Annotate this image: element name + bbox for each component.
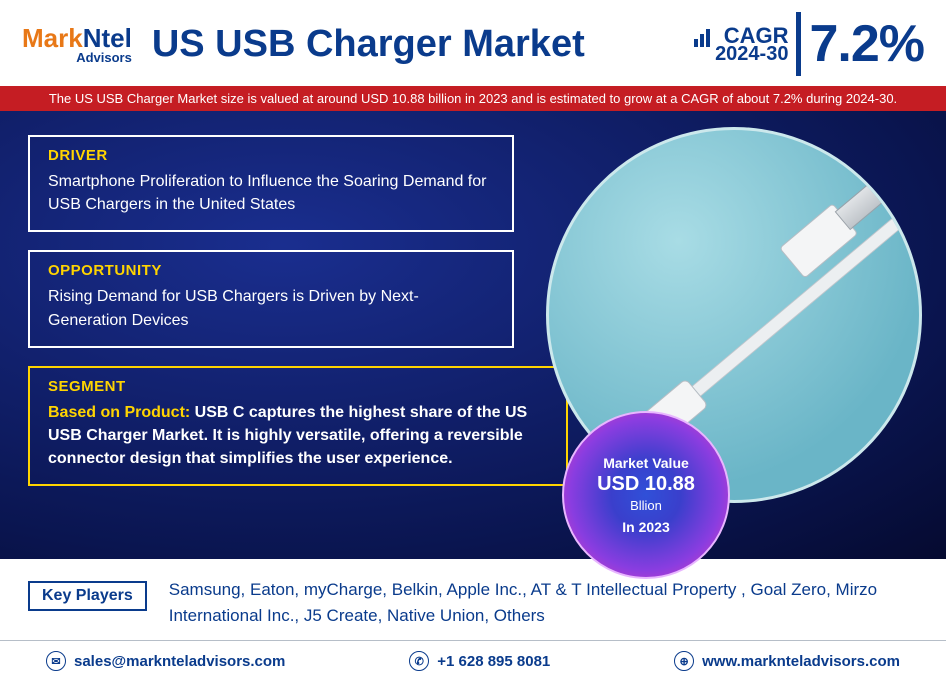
key-players-tag: Key Players xyxy=(28,581,147,611)
opportunity-body: Rising Demand for USB Chargers is Driven… xyxy=(48,285,494,331)
main-panel: DRIVER Smartphone Proliferation to Influ… xyxy=(0,111,946,559)
cagr-years: 2024-30 xyxy=(715,43,788,66)
cagr-value: 7.2% xyxy=(809,14,924,74)
cagr-divider xyxy=(796,12,801,76)
driver-box: DRIVER Smartphone Proliferation to Influ… xyxy=(28,135,514,232)
brand-logo: MarkNtel Advisors xyxy=(22,23,132,65)
segment-prefix: Based on Product: xyxy=(48,404,190,421)
segment-body: Based on Product: USB C captures the hig… xyxy=(48,401,548,471)
logo-subtext: Advisors xyxy=(76,50,132,65)
globe-icon: ⊕ xyxy=(674,651,694,671)
phone-text: +1 628 895 8081 xyxy=(437,653,550,670)
logo-part-orange: Mark xyxy=(22,23,83,53)
page-title: US USB Charger Market xyxy=(152,23,674,66)
market-value-bubble: Market Value USD 10.88 Bllion In 2023 xyxy=(562,411,730,579)
footer-email[interactable]: ✉ sales@marknteladvisors.com xyxy=(46,651,285,671)
bubble-label: Market Value xyxy=(603,455,689,471)
bubble-value: USD 10.88 xyxy=(597,473,695,496)
driver-heading: DRIVER xyxy=(48,147,494,164)
footer: ✉ sales@marknteladvisors.com ✆ +1 628 89… xyxy=(0,641,946,671)
driver-body: Smartphone Proliferation to Influence th… xyxy=(48,170,494,216)
segment-box: SEGMENT Based on Product: USB C captures… xyxy=(28,366,568,487)
key-players-body: Samsung, Eaton, myCharge, Belkin, Apple … xyxy=(169,577,918,628)
phone-icon: ✆ xyxy=(409,651,429,671)
footer-web[interactable]: ⊕ www.marknteladvisors.com xyxy=(674,651,900,671)
web-text: www.marknteladvisors.com xyxy=(702,653,900,670)
email-text: sales@marknteladvisors.com xyxy=(74,653,285,670)
segment-heading: SEGMENT xyxy=(48,378,548,395)
bubble-year: In 2023 xyxy=(622,519,669,535)
footer-phone[interactable]: ✆ +1 628 895 8081 xyxy=(409,651,550,671)
opportunity-heading: OPPORTUNITY xyxy=(48,262,494,279)
logo-part-blue: Ntel xyxy=(83,23,132,53)
email-icon: ✉ xyxy=(46,651,66,671)
bubble-unit: Bllion xyxy=(630,498,662,513)
cagr-block: CAGR 2024-30 7.2% xyxy=(694,12,924,76)
key-players-section: Key Players Samsung, Eaton, myCharge, Be… xyxy=(0,559,946,634)
opportunity-box: OPPORTUNITY Rising Demand for USB Charge… xyxy=(28,250,514,347)
summary-strip: The US USB Charger Market size is valued… xyxy=(0,86,946,111)
